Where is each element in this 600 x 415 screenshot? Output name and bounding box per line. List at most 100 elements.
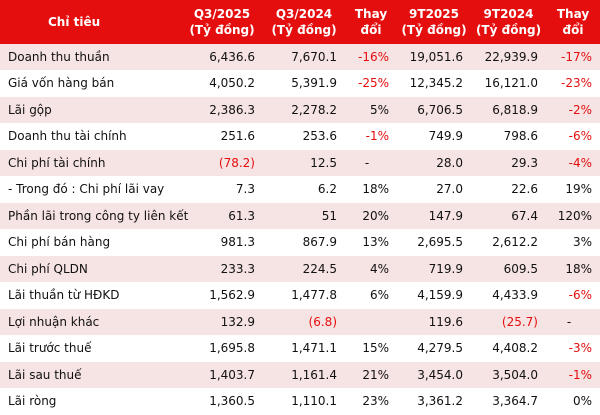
row-label: Phần lãi trong công ty liên kết [0, 202, 188, 230]
cell-q3-2025: 132.9 [181, 308, 263, 336]
row-label: Lãi gộp [0, 96, 181, 124]
cell-change-quarter: 20% [345, 202, 397, 230]
header-row: Chỉ tiêu Q3/2025 (Tỷ đồng) Q3/2024 (Tỷ đồn… [0, 0, 600, 44]
row-label: - Trong đó : Chi phí lãi vay [0, 176, 181, 203]
cell-q3-2025: 233.3 [181, 255, 263, 283]
cell-q3-2024: 1,110.1 [263, 388, 345, 415]
table-row: Lãi ròng 1,360.5 1,110.1 23% 3,361.2 3,364.7 0… [0, 388, 600, 415]
table-row: Doanh thu tài chính 251.6 253.6 -1% 749.9 798… [0, 123, 600, 150]
cell-change-9t: 0% [546, 388, 600, 415]
row-label: Giá vốn hàng bán [0, 70, 181, 97]
cell-q3-2024: 1,471.1 [263, 335, 345, 362]
cell-q3-2024: 7,670.1 [263, 44, 345, 71]
cell-change-9t: -17% [546, 44, 600, 71]
cell-change-9t: 19% [546, 176, 600, 203]
cell-q3-2024: 1,161.4 [263, 361, 345, 389]
row-label: Doanh thu thuần [0, 44, 181, 71]
cell-q3-2025: 7.3 [181, 176, 263, 203]
row-label: Lãi sau thuế [0, 361, 181, 389]
cell-9t-2025: 28.0 [397, 149, 471, 177]
cell-9t-2024: (25.7) [471, 308, 546, 336]
cell-q3-2024: 1,477.8 [263, 282, 345, 309]
header-9t-2024: 9T2024 (Tỷ đồng) [471, 0, 546, 44]
cell-q3-2024: 5,391.9 [263, 70, 345, 97]
table-row: Lãi gộp 2,386.3 2,278.2 5% 6,706.5 6,818.9 -2% [0, 96, 600, 124]
row-label: Chi phí tài chính [0, 149, 181, 177]
cell-9t-2024: 16,121.0 [471, 70, 546, 97]
header-q3-2025: Q3/2025 (Tỷ đồng) [181, 0, 263, 44]
cell-q3-2024: (6.8) [263, 308, 345, 336]
table-row: Lợi nhuận khác 132.9 (6.8) 119.6 (25.7) - [0, 308, 600, 336]
cell-9t-2024: 22.6 [471, 176, 546, 203]
header-9t-2025: 9T2025 (Tỷ đồng) [397, 0, 471, 44]
table-row: - Trong đó : Chi phí lãi vay 7.3 6.2 18% 27.… [0, 176, 600, 203]
cell-q3-2025: 4,050.2 [181, 70, 263, 97]
table-row: Lãi thuần từ HĐKD 1,562.9 1,477.8 6% 4,159.9… [0, 282, 600, 309]
cell-9t-2025: 12,345.2 [397, 70, 471, 97]
header-indicator: Chỉ tiêu [0, 0, 181, 44]
cell-q3-2025: 981.3 [181, 229, 263, 256]
cell-9t-2024: 4,433.9 [471, 282, 546, 309]
cell-9t-2024: 4,408.2 [471, 335, 546, 362]
cell-q3-2024: 224.5 [263, 255, 345, 283]
cell-q3-2025: 1,695.8 [181, 335, 263, 362]
cell-9t-2024: 3,504.0 [471, 361, 546, 389]
cell-change-9t: -4% [546, 149, 600, 177]
cell-change-quarter: -25% [345, 70, 397, 97]
cell-change-quarter: -1% [345, 123, 397, 150]
cell-9t-2024: 798.6 [471, 123, 546, 150]
cell-change-quarter: 6% [345, 282, 397, 309]
cell-change-quarter: 4% [345, 255, 397, 283]
cell-change-quarter: 21% [345, 361, 397, 389]
cell-q3-2025: 1,562.9 [181, 282, 263, 309]
cell-change-quarter: 23% [345, 388, 397, 415]
cell-q3-2025: 251.6 [181, 123, 263, 150]
header-change-quarter: Thay đổi [345, 0, 397, 44]
cell-change-quarter: 15% [345, 335, 397, 362]
cell-9t-2025: 4,279.5 [397, 335, 471, 362]
cell-9t-2025: 749.9 [397, 123, 471, 150]
cell-q3-2024: 6.2 [263, 176, 345, 203]
cell-q3-2024: 867.9 [263, 229, 345, 256]
cell-9t-2025: 4,159.9 [397, 282, 471, 309]
cell-change-quarter: - [345, 149, 397, 177]
cell-9t-2025: 6,706.5 [397, 96, 471, 124]
table-row: Phần lãi trong công ty liên kết 61.3 51 20%… [0, 202, 600, 230]
row-label: Chi phí QLDN [0, 255, 181, 283]
cell-q3-2025: (78.2) [181, 149, 263, 177]
table-row: Doanh thu thuần 6,436.6 7,670.1 -16% 19,051.… [0, 44, 600, 71]
cell-q3-2024: 12.5 [263, 149, 345, 177]
table-row: Lãi sau thuế 1,403.7 1,161.4 21% 3,454.0 3,50… [0, 361, 600, 389]
cell-change-9t: -6% [546, 123, 600, 150]
row-label: Chi phí bán hàng [0, 229, 181, 256]
cell-q3-2025: 6,436.6 [181, 44, 263, 71]
cell-9t-2024: 2,612.2 [471, 229, 546, 256]
cell-9t-2025: 19,051.6 [397, 44, 471, 71]
cell-change-quarter: 13% [345, 229, 397, 256]
cell-change-9t: 3% [546, 229, 600, 256]
row-label: Lãi thuần từ HĐKD [0, 282, 181, 309]
table-row: Chi phí tài chính (78.2) 12.5-28.0 29.3 -4% [0, 149, 600, 177]
cell-q3-2024: 253.6 [263, 123, 345, 150]
cell-q3-2025: 2,386.3 [181, 96, 263, 124]
row-label: Lãi trước thuế [0, 335, 181, 362]
header-q3-2024: Q3/2024 (Tỷ đồng) [263, 0, 345, 44]
cell-9t-2025: 719.9 [397, 255, 471, 283]
table-row: Giá vốn hàng bán 4,050.2 5,391.9 -25% 12,345… [0, 70, 600, 97]
table-row: Chi phí QLDN 233.3 224.5 4% 719.9 609.5 18% [0, 255, 600, 283]
cell-change-quarter [345, 308, 397, 336]
cell-change-9t: - [546, 308, 600, 336]
cell-q3-2025: 1,403.7 [181, 361, 263, 389]
cell-9t-2025: 3,454.0 [397, 361, 471, 389]
row-label: Doanh thu tài chính [0, 123, 181, 150]
cell-9t-2024: 6,818.9 [471, 96, 546, 124]
cell-9t-2025: 3,361.2 [397, 388, 471, 415]
cell-change-9t: 18% [546, 255, 600, 283]
cell-change-9t: -6% [546, 282, 600, 309]
cell-change-quarter: 18% [345, 176, 397, 203]
row-label: Lãi ròng [0, 388, 181, 415]
cell-change-quarter: 5% [345, 96, 397, 124]
cell-9t-2024: 3,364.7 [471, 388, 546, 415]
cell-9t-2024: 609.5 [471, 255, 546, 283]
